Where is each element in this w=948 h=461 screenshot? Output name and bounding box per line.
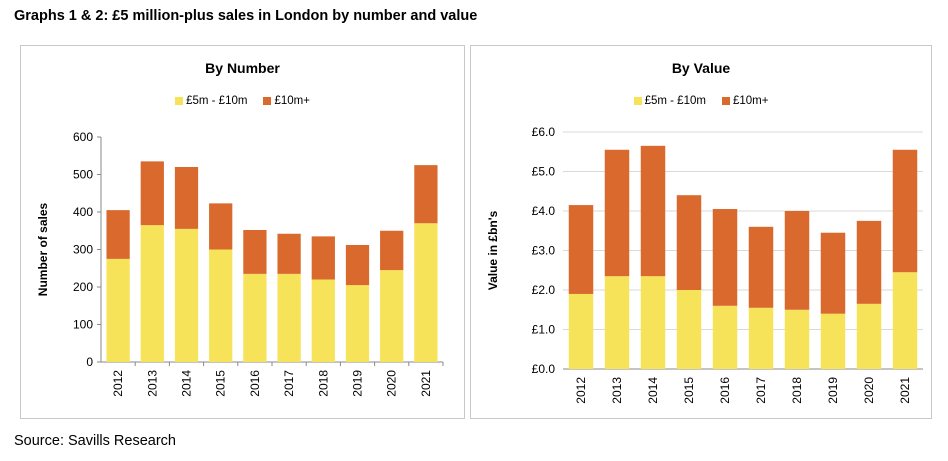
x-tick-label: 2013 xyxy=(145,370,159,397)
x-tick-label: 2013 xyxy=(610,377,624,404)
x-tick-label: 2016 xyxy=(248,370,262,397)
y-axis-label: Number of sales xyxy=(36,202,50,296)
y-tick-label: 100 xyxy=(73,318,93,332)
bar-segment xyxy=(892,149,918,273)
bar-segment xyxy=(174,167,199,229)
bar-segment xyxy=(414,165,438,224)
bar-segment xyxy=(106,258,130,362)
bar-segment xyxy=(640,145,666,277)
bar-segment xyxy=(345,245,370,286)
bar-segment xyxy=(174,228,199,362)
y-tick-label: £5.0 xyxy=(532,165,556,179)
legend-item-10m-plus: £10m+ xyxy=(263,95,310,107)
x-tick-label: 2018 xyxy=(316,370,330,397)
bar-segment xyxy=(209,203,233,250)
legend-swatch xyxy=(721,97,730,105)
y-axis-label: Value in £bn's xyxy=(486,210,500,290)
legend-label: £5m - £10m xyxy=(644,95,706,107)
bar-segment xyxy=(604,276,630,369)
legend-item-5m-10m: £5m - £10m xyxy=(175,95,247,107)
x-tick-label: 2016 xyxy=(718,377,732,404)
y-tick-label: £0.0 xyxy=(532,362,556,376)
x-tick-label: 2020 xyxy=(862,377,876,404)
bar-segment xyxy=(820,232,846,314)
legend-swatch xyxy=(263,97,272,105)
bar-segment xyxy=(106,210,130,259)
bar-segment xyxy=(748,226,774,308)
y-tick-label: 500 xyxy=(73,168,93,182)
bar-segment xyxy=(784,309,810,369)
x-tick-label: 2021 xyxy=(898,377,912,404)
legend-label: £10m+ xyxy=(732,95,769,107)
bar-segment xyxy=(243,230,267,274)
bar-segment xyxy=(243,273,267,362)
x-tick-label: 2012 xyxy=(574,377,588,404)
bar-segment xyxy=(311,236,335,280)
by-number-chart: 0 100 200 300 400 500 600 2012 2013 2014 2015 2016 2… xyxy=(36,130,444,397)
y-tick-label: 300 xyxy=(73,243,93,257)
chart-title: By Value xyxy=(671,60,731,76)
page-heading: Graphs 1 & 2: £5 million-plus sales in L… xyxy=(14,8,478,24)
x-tick-label: 2020 xyxy=(385,370,399,397)
x-tick-label: 2012 xyxy=(111,370,125,397)
x-tick-label: 2014 xyxy=(180,370,194,397)
x-tick-label: 2019 xyxy=(351,370,365,397)
x-tick-label: 2015 xyxy=(214,370,228,397)
x-tick-label: 2021 xyxy=(419,370,433,397)
y-tick-label: £4.0 xyxy=(532,204,556,218)
legend-item-5m-10m: £5m - £10m xyxy=(633,95,706,107)
bar-segment xyxy=(380,230,404,271)
bar-segment xyxy=(712,305,738,369)
bar-segment xyxy=(820,313,846,369)
bar-segment xyxy=(345,285,370,362)
bar-segment xyxy=(414,223,438,362)
bar-segment xyxy=(140,225,164,362)
bar-segment xyxy=(892,272,918,369)
bar-segment xyxy=(568,293,594,369)
y-tick-label: £2.0 xyxy=(532,283,556,297)
bar-segment xyxy=(676,195,702,290)
y-tick-label: 400 xyxy=(73,205,93,219)
y-tick-label: 600 xyxy=(73,130,93,144)
legend-swatch xyxy=(175,97,184,105)
x-tick-label: 2018 xyxy=(790,377,804,404)
bar-segment xyxy=(784,211,810,310)
chart-panel-by-value: By Value £5m - £10m £10m+ £0.0 £1.0 £2.0 £3… xyxy=(470,45,932,419)
bar-segment xyxy=(676,290,702,369)
by-value-chart: £0.0 £1.0 £2.0 £3.0 £4.0 £5.0 £6.0 2012 2013 2014… xyxy=(486,125,923,404)
legend-label: £5m - £10m xyxy=(186,95,248,107)
bar-segment xyxy=(604,149,630,277)
bar-segment xyxy=(712,209,738,306)
x-tick-label: 2019 xyxy=(826,377,840,404)
chart-title: By Number xyxy=(205,60,280,76)
legend-swatch xyxy=(633,97,642,105)
x-tick-label: 2017 xyxy=(754,377,768,404)
bar-segment xyxy=(568,205,594,294)
chart-legend: £5m - £10m £10m+ xyxy=(21,95,464,107)
bar-segment xyxy=(140,161,164,226)
x-tick-label: 2017 xyxy=(282,370,296,397)
bar-segment xyxy=(277,233,301,274)
x-tick-label: 2015 xyxy=(682,377,696,404)
bar-segment xyxy=(209,249,233,362)
y-tick-label: £6.0 xyxy=(532,125,556,139)
y-tick-label: 0 xyxy=(86,355,93,369)
bar-segment xyxy=(856,303,882,369)
legend-item-10m-plus: £10m+ xyxy=(721,95,769,107)
y-tick-label: £1.0 xyxy=(532,323,556,337)
bar-segment xyxy=(748,307,774,369)
bar-segment xyxy=(277,273,301,362)
bar-segment xyxy=(856,220,882,304)
legend-label: £10m+ xyxy=(274,95,310,107)
chart-legend: £5m - £10m £10m+ xyxy=(471,95,931,107)
y-tick-label: £3.0 xyxy=(532,244,556,258)
x-tick-label: 2014 xyxy=(646,377,660,404)
chart-panel-by-number: By Number £5m - £10m £10m+ 0 100 200 300 400… xyxy=(20,45,465,419)
y-tick-label: 200 xyxy=(73,280,93,294)
bar-segment xyxy=(380,270,404,362)
bar-segment xyxy=(311,279,335,362)
source-note: Source: Savills Research xyxy=(14,433,176,449)
bar-segment xyxy=(640,276,666,369)
